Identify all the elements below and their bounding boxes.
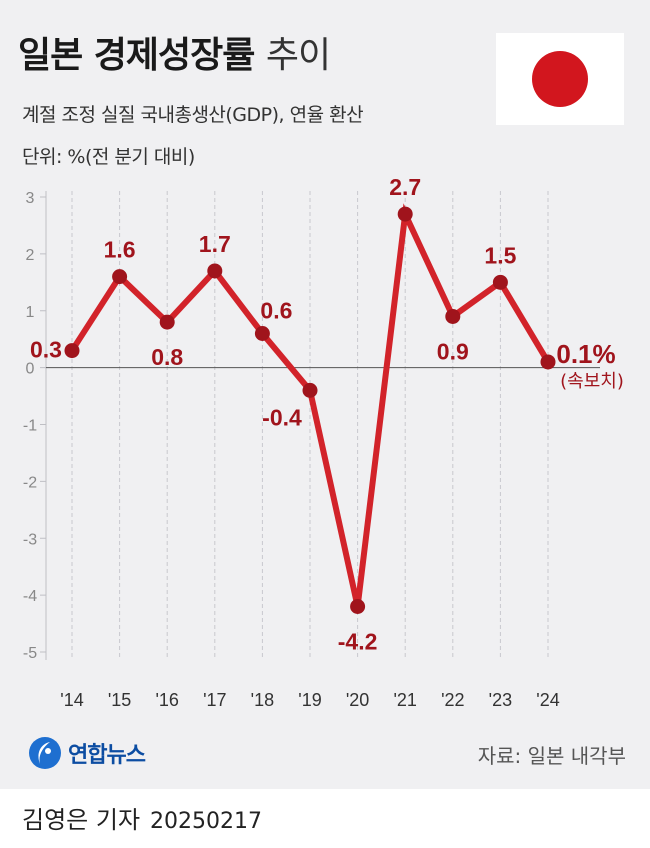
reporter-name: 김영은 기자	[22, 806, 141, 834]
x-tick-label: '20	[346, 690, 369, 710]
y-tick-label: 1	[26, 304, 35, 321]
publish-date: 20250217	[150, 809, 263, 834]
japan-flag	[496, 33, 624, 125]
x-tick-label: '18	[251, 690, 274, 710]
data-label: 1.5	[484, 242, 516, 268]
data-point	[159, 314, 175, 330]
x-tick-label: '16	[155, 690, 178, 710]
x-tick-label: '21	[393, 690, 416, 710]
data-label: 1.7	[199, 231, 231, 257]
y-tick-label: 0	[26, 361, 35, 378]
y-tick-label: 2	[26, 247, 35, 264]
y-tick-label: 3	[26, 190, 35, 207]
data-label: 0.6	[260, 298, 292, 324]
data-point	[207, 263, 223, 279]
data-point	[254, 326, 270, 341]
infographic-card: 일본 경제성장률 추이 계절 조정 실질 국내총생산(GDP), 연율 환산 단…	[0, 0, 650, 789]
data-point	[492, 274, 508, 290]
brand-name: 연합뉴스	[68, 743, 146, 768]
flag-sun-icon	[532, 51, 588, 107]
data-label: 0.8	[151, 344, 183, 370]
x-tick-label: '17	[203, 690, 226, 710]
data-point	[64, 343, 80, 359]
y-tick-label: -4	[23, 588, 37, 605]
y-tick-label: -1	[23, 418, 37, 435]
data-point	[540, 354, 556, 370]
x-tick-label: '19	[298, 690, 321, 710]
data-label: -0.4	[262, 404, 302, 430]
subtitle: 계절 조정 실질 국내총생산(GDP), 연율 환산	[22, 104, 364, 126]
data-point	[350, 599, 366, 614]
x-tick-label: '14	[60, 690, 83, 710]
data-label: 0.3	[30, 337, 62, 363]
x-tick-label: '24	[536, 690, 559, 710]
byline: 김영은 기자 20250217	[22, 800, 262, 835]
y-tick-label: -5	[23, 645, 37, 662]
data-label: 0.9	[437, 338, 469, 364]
y-tick-label: -3	[23, 531, 37, 548]
data-label: 0.1%	[556, 339, 615, 369]
brand-logo: 연합뉴스	[28, 733, 146, 773]
title-bold: 일본 경제성장률	[18, 35, 255, 76]
data-point	[397, 206, 413, 222]
data-label: 2.7	[389, 174, 421, 200]
source-note: 자료: 일본 내각부	[477, 744, 626, 768]
line-chart: 3 2 1 0 -1 -2 -3 -4 -5 '14 '15 '16 '17 '18 '19 '20 '21 '2…	[23, 174, 624, 710]
title-light: 추이	[265, 35, 331, 76]
unit-label: 단위: %(전 분기 대비)	[22, 146, 195, 168]
x-tick-label: '23	[489, 690, 512, 710]
yonhap-logo-icon	[29, 737, 61, 769]
page-title: 일본 경제성장률 추이	[18, 26, 331, 78]
x-tick-label: '22	[441, 690, 464, 710]
data-point	[302, 382, 318, 398]
y-tick-label: -2	[23, 474, 37, 491]
x-tick-label: '15	[108, 690, 131, 710]
data-label: 1.6	[104, 237, 136, 263]
data-label: -4.2	[338, 629, 378, 655]
final-value-note: (속보치)	[560, 371, 624, 392]
data-point	[445, 308, 461, 324]
data-point	[112, 269, 128, 285]
